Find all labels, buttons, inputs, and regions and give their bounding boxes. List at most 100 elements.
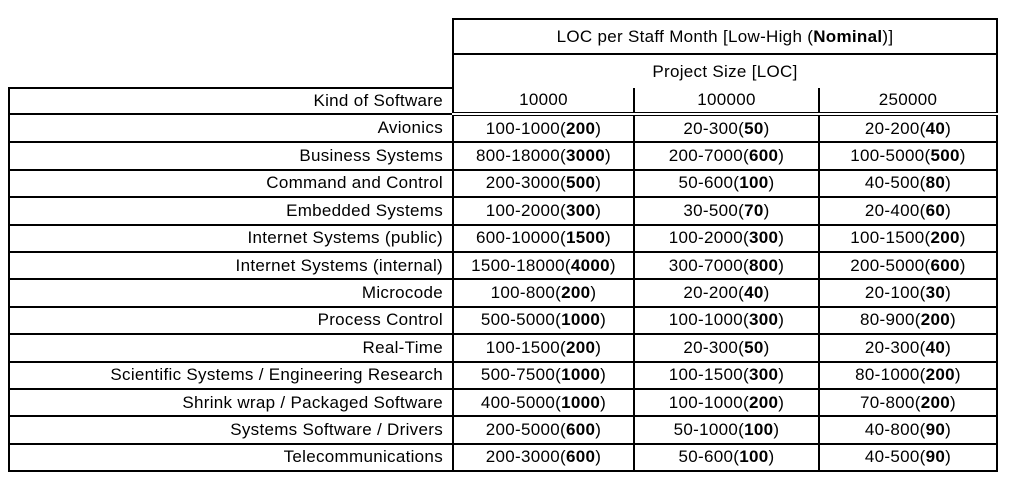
loc-range-cell: 100-800(200) (452, 278, 635, 308)
loc-nominal-value: 100 (739, 447, 769, 467)
table-row: Avionics 100-1000(200) 20-300(50) 20-200… (8, 112, 998, 144)
loc-range-cell: 1500-18000(4000) (452, 250, 635, 281)
loc-nominal-value: 90 (925, 447, 946, 467)
loc-range-cell: 500-7500(1000) (452, 360, 635, 390)
table-title-prefix: LOC per Staff Month [Low-High ( (556, 26, 814, 46)
loc-range-cell: 500-5000(1000) (452, 305, 635, 336)
open-paren: ( (560, 200, 566, 220)
close-paren: ) (954, 365, 961, 385)
loc-range-value: 40-500 (864, 173, 920, 193)
loc-range-cell: 50-1000(100) (633, 415, 820, 445)
loc-range-value: 1500-18000 (471, 255, 565, 275)
kind-of-software-cell: Scientific Systems / Engineering Researc… (8, 360, 454, 390)
loc-range-value: 40-500 (864, 447, 920, 467)
open-paren: ( (560, 173, 566, 193)
loc-nominal-value: 600 (565, 447, 596, 467)
loc-range-cell: 200-5000(600) (452, 415, 635, 445)
loc-range-cell: 20-200(40) (818, 112, 998, 144)
close-paren: ) (605, 146, 611, 166)
kind-of-software-cell: Telecommunications (8, 442, 454, 473)
loc-nominal-value: 600 (930, 255, 960, 275)
close-paren: ) (945, 283, 952, 303)
size-column-header-100000: 100000 (633, 88, 820, 116)
kind-of-software-header: Kind of Software (8, 87, 454, 115)
loc-range-cell: 100-1000(300) (633, 305, 820, 336)
loc-range-value: 800-18000 (476, 146, 561, 166)
close-paren: ) (959, 146, 966, 166)
loc-range-cell: 400-5000(1000) (452, 387, 635, 418)
close-paren: ) (763, 337, 770, 357)
close-paren: ) (778, 146, 785, 166)
loc-range-cell: 100-1500(200) (452, 333, 635, 363)
loc-nominal-value: 40 (925, 337, 946, 357)
table-container: LOC per Staff Month [Low-High (Nominal)]… (8, 18, 998, 473)
loc-range-cell: 100-1000(200) (633, 387, 820, 418)
loc-range-value: 400-5000 (480, 392, 556, 412)
close-paren: ) (950, 310, 956, 330)
close-paren: ) (605, 228, 611, 248)
table-row: Embedded Systems 100-2000(300) 30-500(70… (8, 196, 998, 226)
size-column-header-250000: 250000 (818, 88, 998, 116)
open-paren: ( (560, 146, 566, 166)
close-paren: ) (763, 200, 770, 220)
close-paren: ) (778, 365, 785, 385)
open-paren: ( (733, 173, 740, 193)
loc-range-value: 200-7000 (668, 146, 744, 166)
kind-of-software-cell: Microcode (8, 278, 454, 308)
loc-range-cell: 20-200(40) (633, 278, 820, 308)
table-row: Telecommunications 200-3000(600) 50-600(… (8, 442, 998, 473)
loc-nominal-value: 60 (925, 200, 946, 220)
loc-range-cell: 50-600(100) (633, 168, 820, 199)
close-paren: ) (778, 228, 785, 248)
loc-range-value: 20-300 (683, 337, 739, 357)
close-paren: ) (595, 447, 602, 467)
loc-range-value: 100-2000 (668, 228, 744, 248)
kind-of-software-cell: Internet Systems (internal) (8, 250, 454, 281)
loc-nominal-value: 200 (925, 365, 955, 385)
loc-range-value: 20-300 (683, 118, 739, 138)
loc-per-staff-month-table: LOC per Staff Month [Low-High (Nominal)]… (8, 18, 998, 473)
loc-range-value: 200-5000 (485, 419, 561, 439)
open-paren: ( (555, 283, 562, 303)
table-row: Internet Systems (internal) 1500-18000(4… (8, 250, 998, 281)
loc-nominal-value: 50 (744, 118, 764, 138)
loc-range-value: 500-5000 (480, 310, 556, 330)
open-paren: ( (560, 228, 566, 248)
open-paren: ( (555, 392, 562, 412)
loc-nominal-value: 300 (748, 310, 779, 330)
loc-range-cell: 200-3000(600) (452, 442, 635, 473)
blank-corner-spacer (9, 19, 453, 88)
loc-range-value: 100-1500 (850, 228, 925, 248)
loc-nominal-value: 50 (744, 337, 764, 357)
open-paren: ( (560, 337, 566, 357)
loc-range-cell: 100-5000(500) (818, 141, 998, 171)
open-paren: ( (738, 283, 745, 303)
open-paren: ( (560, 447, 566, 467)
close-paren: ) (768, 447, 775, 467)
loc-range-cell: 100-1500(200) (818, 223, 998, 253)
close-paren: ) (959, 255, 966, 275)
kind-of-software-cell: Business Systems (8, 141, 454, 171)
loc-range-cell: 100-2000(300) (633, 223, 820, 253)
loc-nominal-value: 800 (748, 255, 779, 275)
table-title-suffix: )] (882, 26, 894, 46)
loc-nominal-value: 4000 (570, 255, 610, 275)
open-paren: ( (743, 146, 749, 166)
open-paren: ( (919, 419, 926, 439)
close-paren: ) (945, 118, 952, 138)
loc-nominal-value: 40 (744, 283, 764, 303)
close-paren: ) (773, 419, 780, 439)
close-paren: ) (600, 392, 607, 412)
kind-of-software-cell: Systems Software / Drivers (8, 415, 454, 445)
close-paren: ) (595, 337, 602, 357)
loc-nominal-value: 200 (920, 310, 950, 330)
open-paren: ( (564, 255, 571, 275)
table-row: Shrink wrap / Packaged Software 400-5000… (8, 387, 998, 418)
close-paren: ) (763, 118, 770, 138)
loc-range-value: 20-100 (864, 283, 920, 303)
open-paren: ( (919, 283, 926, 303)
open-paren: ( (555, 310, 562, 330)
close-paren: ) (600, 365, 607, 385)
loc-range-value: 200-3000 (485, 173, 561, 193)
column-header-row: Kind of Software 10000 100000 250000 (8, 87, 998, 116)
